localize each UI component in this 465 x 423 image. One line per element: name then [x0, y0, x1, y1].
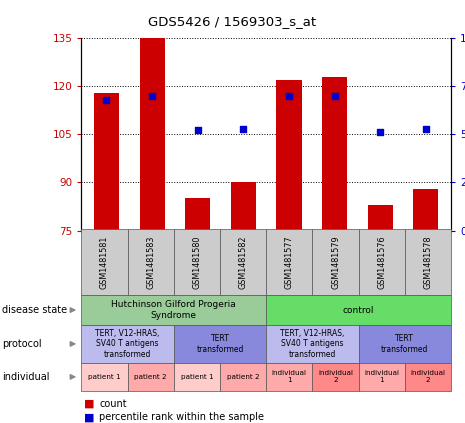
Text: GSM1481577: GSM1481577 — [285, 235, 294, 289]
Point — [103, 96, 110, 103]
Text: individual
2: individual 2 — [411, 371, 445, 383]
Bar — [322, 77, 347, 231]
Text: individual
1: individual 1 — [364, 371, 399, 383]
Text: ■: ■ — [84, 399, 94, 409]
Point — [194, 127, 201, 134]
Text: TERT
transformed: TERT transformed — [381, 334, 429, 354]
Text: patient 2: patient 2 — [227, 374, 259, 380]
Text: count: count — [99, 399, 126, 409]
Text: TERT, V12-HRAS,
SV40 T antigens
transformed: TERT, V12-HRAS, SV40 T antigens transfor… — [280, 329, 345, 359]
Bar — [185, 198, 210, 231]
Text: percentile rank within the sample: percentile rank within the sample — [99, 412, 264, 422]
Point — [422, 125, 430, 132]
Bar — [140, 38, 165, 231]
Text: GSM1481579: GSM1481579 — [331, 235, 340, 289]
Text: patient 1: patient 1 — [88, 374, 121, 380]
Text: TERT, V12-HRAS,
SV40 T antigens
transformed: TERT, V12-HRAS, SV40 T antigens transfor… — [95, 329, 160, 359]
Text: individual
2: individual 2 — [318, 371, 353, 383]
Text: patient 1: patient 1 — [180, 374, 213, 380]
Bar — [231, 182, 256, 231]
Text: GSM1481578: GSM1481578 — [424, 235, 432, 289]
Text: disease state: disease state — [2, 305, 67, 315]
Text: GSM1481582: GSM1481582 — [239, 235, 247, 289]
Text: GSM1481580: GSM1481580 — [193, 235, 201, 289]
Text: GSM1481583: GSM1481583 — [146, 235, 155, 289]
Text: TERT
transformed: TERT transformed — [196, 334, 244, 354]
Bar — [277, 80, 302, 231]
Text: GSM1481581: GSM1481581 — [100, 235, 109, 289]
Text: GDS5426 / 1569303_s_at: GDS5426 / 1569303_s_at — [148, 15, 317, 28]
Point — [148, 93, 156, 99]
Text: ■: ■ — [84, 412, 94, 422]
Point — [239, 125, 247, 132]
Bar — [368, 205, 393, 231]
Text: patient 2: patient 2 — [134, 374, 167, 380]
Point — [286, 93, 293, 99]
Text: individual: individual — [2, 372, 50, 382]
Bar — [94, 93, 119, 231]
Bar — [413, 189, 438, 231]
Text: individual
1: individual 1 — [272, 371, 307, 383]
Point — [331, 93, 339, 99]
Text: GSM1481576: GSM1481576 — [377, 235, 386, 289]
Text: protocol: protocol — [2, 339, 42, 349]
Text: Hutchinson Gilford Progeria
Syndrome: Hutchinson Gilford Progeria Syndrome — [112, 300, 236, 320]
Text: control: control — [343, 305, 374, 315]
Point — [377, 129, 384, 136]
